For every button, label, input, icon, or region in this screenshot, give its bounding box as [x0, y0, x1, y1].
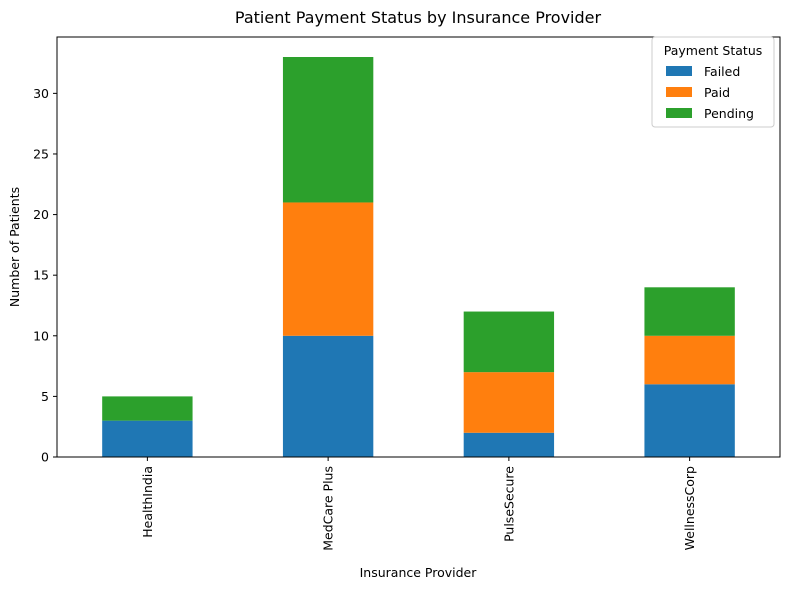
bar-medcare-plus-pending: [282, 57, 374, 203]
plot-frame: [56, 36, 781, 458]
legend-swatch-paid: [666, 87, 692, 97]
x-tick-label: HealthIndia: [140, 466, 155, 538]
x-axis-ticks: HealthIndia MedCare Plus PulseSecure Wellne…: [140, 457, 697, 551]
legend-swatch-pending: [666, 108, 692, 118]
bar-pulsesecure-pending: [463, 311, 555, 373]
bar-healthindia-failed: [102, 420, 193, 457]
x-tick-label: PulseSecure: [501, 466, 516, 542]
bar-pulsesecure-failed: [463, 432, 555, 457]
y-tick-label: 25: [33, 146, 49, 161]
bar-pulsesecure-paid: [463, 372, 555, 433]
y-tick-label: 20: [33, 207, 49, 222]
legend-label-failed: Failed: [704, 64, 740, 79]
legend: Payment Status Failed Paid Pending: [651, 36, 775, 128]
y-tick-label: 10: [33, 328, 49, 343]
x-tick-label: WellnessCorp: [682, 466, 697, 550]
y-tick-label: 0: [41, 450, 49, 465]
bar-healthindia-pending: [102, 396, 193, 421]
y-tick-label: 30: [33, 86, 49, 101]
bar-wellnesscorp-paid: [644, 335, 735, 385]
bars-group: [102, 57, 735, 457]
legend-label-pending: Pending: [704, 106, 754, 121]
y-axis-label: Number of Patients: [7, 187, 22, 307]
legend-label-paid: Paid: [704, 85, 730, 100]
bar-medcare-plus-failed: [282, 335, 374, 457]
legend-title: Payment Status: [664, 43, 763, 58]
legend-box: [651, 36, 775, 128]
legend-swatch-failed: [666, 66, 692, 76]
y-tick-label: 15: [33, 268, 49, 283]
bar-medcare-plus-paid: [282, 202, 374, 336]
x-tick-label: MedCare Plus: [321, 466, 336, 551]
y-tick-label: 5: [41, 389, 49, 404]
bar-wellnesscorp-failed: [644, 384, 735, 457]
bar-wellnesscorp-pending: [644, 287, 735, 336]
legend-items: Failed Paid Pending: [666, 64, 754, 121]
x-axis-label: Insurance Provider: [360, 565, 478, 580]
chart-title: Patient Payment Status by Insurance Prov…: [235, 8, 602, 27]
y-axis-ticks: 0 5 10 15 20 25 30: [33, 86, 57, 465]
